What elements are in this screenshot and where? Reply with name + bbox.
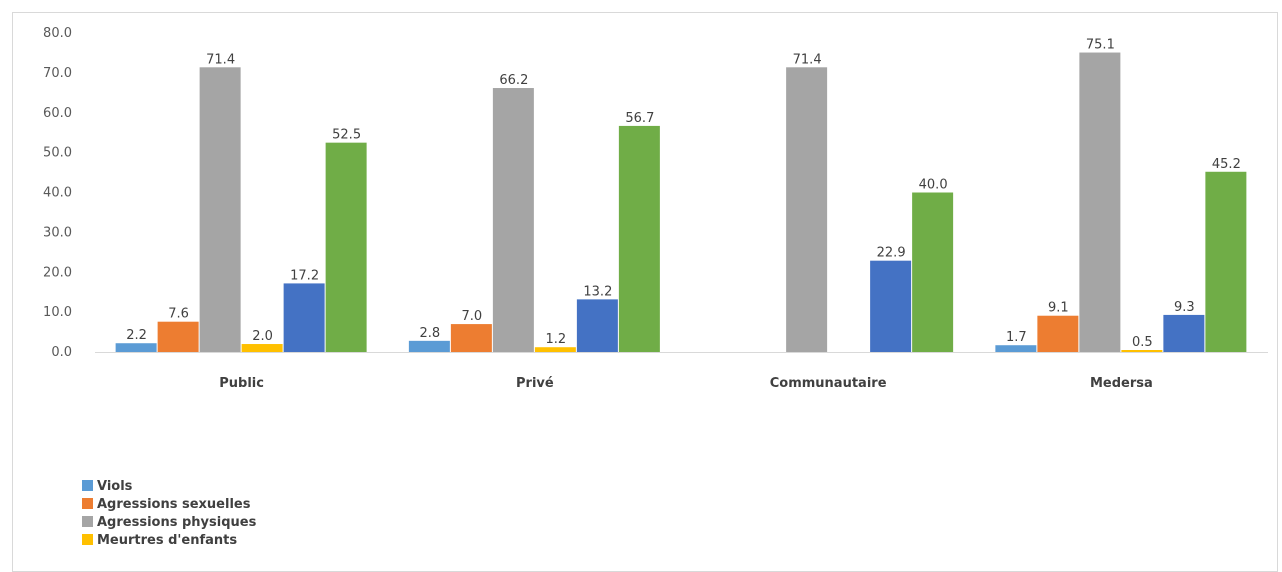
bar [115, 343, 157, 352]
x-category-label: Medersa [1090, 376, 1153, 391]
bar [1163, 314, 1205, 352]
x-category-label: Communautaire [770, 376, 887, 391]
legend-swatch [82, 498, 93, 509]
bar [576, 299, 618, 352]
x-axis: Public Privé Communautaire Medersa [95, 352, 1268, 391]
bar [870, 260, 912, 352]
y-tick-label: 40.0 [43, 186, 72, 201]
data-label: 0.5 [1132, 335, 1153, 350]
legend-label: Viols [97, 479, 133, 494]
bar [408, 340, 450, 352]
data-label: 66.2 [499, 73, 528, 88]
data-label: 2.2 [126, 328, 147, 343]
legend-swatch [82, 534, 93, 545]
y-tick-label: 60.0 [43, 106, 72, 121]
y-tick-label: 50.0 [43, 146, 72, 161]
bars [115, 52, 1247, 352]
y-tick-label: 70.0 [43, 66, 72, 81]
data-label: 71.4 [793, 52, 822, 67]
bar [534, 347, 576, 352]
data-label: 2.0 [252, 329, 273, 344]
bar [450, 324, 492, 352]
data-label: 9.1 [1048, 301, 1069, 316]
data-label: 17.2 [290, 268, 319, 283]
bar [995, 345, 1037, 352]
bar [492, 88, 534, 352]
legend-label: Agressions sexuelles [97, 497, 251, 512]
legend-swatch [82, 480, 93, 491]
legend: Viols Agressions sexuelles Agressions phys… [82, 479, 257, 548]
bar-chart: 0.0 10.0 20.0 30.0 40.0 50.0 60.0 70.0 80.0 Publ… [43, 26, 1268, 548]
x-category-label: Privé [516, 376, 554, 391]
y-tick-label: 30.0 [43, 225, 72, 240]
bar [786, 67, 828, 352]
y-tick-label: 0.0 [51, 345, 72, 360]
bar [1079, 52, 1121, 352]
y-tick-label: 80.0 [43, 26, 72, 41]
data-label: 7.6 [168, 307, 189, 322]
bar [157, 321, 199, 352]
data-label: 40.0 [919, 178, 948, 193]
data-labels: 2.2 2.8 1.7 7.6 7.0 9.1 71.4 66.2 71.4 75.1 2.0 1.2… [126, 38, 1241, 350]
bar [1205, 171, 1247, 352]
legend-label: Agressions physiques [97, 515, 257, 530]
bar [1121, 350, 1163, 352]
bar [199, 67, 241, 352]
bar [912, 192, 954, 352]
data-label: 52.5 [332, 128, 361, 143]
bar [283, 283, 325, 352]
data-label: 1.2 [546, 332, 567, 347]
x-category-label: Public [219, 376, 264, 391]
bar [1037, 315, 1079, 352]
bar [241, 344, 283, 352]
data-label: 2.8 [420, 326, 441, 341]
data-label: 45.2 [1212, 157, 1241, 172]
data-label: 71.4 [206, 52, 235, 67]
data-label: 56.7 [625, 111, 654, 126]
y-tick-label: 20.0 [43, 265, 72, 280]
data-label: 1.7 [1006, 330, 1027, 345]
legend-swatch [82, 516, 93, 527]
data-label: 75.1 [1086, 38, 1115, 53]
y-axis: 0.0 10.0 20.0 30.0 40.0 50.0 60.0 70.0 80.0 [43, 26, 72, 360]
data-label: 9.3 [1174, 300, 1195, 315]
data-label: 7.0 [462, 309, 483, 324]
data-label: 13.2 [583, 284, 612, 299]
data-label: 22.9 [877, 246, 906, 261]
bar [325, 142, 367, 352]
legend-label: Meurtres d'enfants [97, 533, 237, 548]
bar [618, 125, 660, 352]
y-tick-label: 10.0 [43, 305, 72, 320]
